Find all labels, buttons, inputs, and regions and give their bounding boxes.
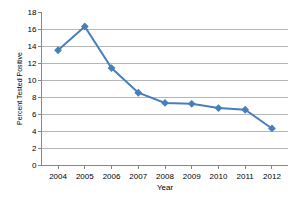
svg-text:16: 16 (27, 25, 36, 34)
svg-text:2011: 2011 (237, 172, 255, 181)
svg-text:12: 12 (27, 59, 36, 68)
svg-text:2005: 2005 (76, 172, 94, 181)
svg-text:Percent Tested Positive: Percent Tested Positive (16, 52, 23, 125)
svg-text:6: 6 (32, 110, 37, 119)
svg-text:0: 0 (32, 161, 37, 170)
svg-text:2008: 2008 (156, 172, 174, 181)
svg-text:14: 14 (27, 42, 36, 51)
svg-text:2: 2 (32, 144, 37, 153)
svg-text:4: 4 (32, 127, 37, 136)
svg-text:10: 10 (27, 76, 36, 85)
svg-text:2004: 2004 (49, 172, 67, 181)
svg-text:2012: 2012 (263, 172, 281, 181)
svg-text:8: 8 (32, 93, 37, 102)
svg-text:2007: 2007 (129, 172, 147, 181)
svg-text:2009: 2009 (183, 172, 201, 181)
svg-text:Year: Year (157, 183, 174, 192)
svg-text:2006: 2006 (103, 172, 121, 181)
svg-text:2010: 2010 (210, 172, 228, 181)
svg-text:18: 18 (27, 8, 36, 17)
